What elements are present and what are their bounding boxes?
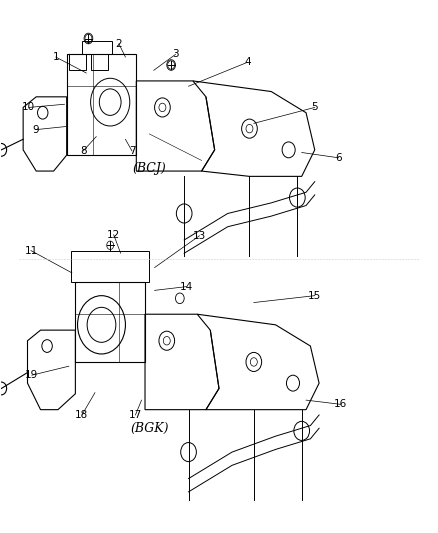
Text: 10: 10	[22, 102, 35, 112]
Text: 6: 6	[336, 153, 342, 163]
Text: 12: 12	[107, 230, 120, 240]
Text: 14: 14	[180, 281, 193, 292]
Text: 16: 16	[334, 399, 347, 409]
Text: (BCJ): (BCJ)	[132, 162, 166, 175]
Text: 7: 7	[129, 146, 135, 156]
Text: 5: 5	[311, 102, 318, 112]
Text: 9: 9	[32, 125, 39, 135]
Text: 1: 1	[53, 52, 59, 62]
Text: 18: 18	[75, 410, 88, 420]
Bar	[91, 54, 108, 70]
Bar	[69, 54, 86, 70]
Text: 17: 17	[129, 410, 142, 420]
Text: 4: 4	[244, 58, 251, 67]
Text: 11: 11	[25, 246, 38, 256]
Text: 2: 2	[116, 39, 122, 49]
Text: 19: 19	[25, 370, 39, 380]
Text: (BGK): (BGK)	[130, 422, 169, 435]
Text: 8: 8	[80, 146, 87, 156]
Text: 3: 3	[172, 50, 179, 59]
Bar	[82, 41, 113, 54]
Text: 15: 15	[308, 290, 321, 301]
Text: 13: 13	[193, 231, 206, 241]
Bar	[71, 251, 149, 282]
